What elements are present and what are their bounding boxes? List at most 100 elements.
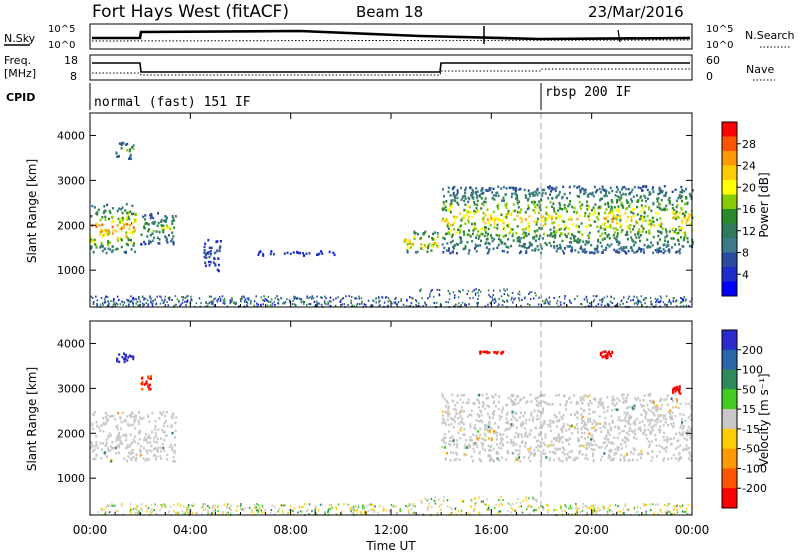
power-cell <box>561 208 564 211</box>
power-cell <box>612 234 615 237</box>
power-cell <box>621 248 624 251</box>
velocity-cell <box>500 436 503 440</box>
power-cell <box>681 245 684 248</box>
power-cell <box>429 293 431 296</box>
power-cell <box>636 221 639 225</box>
power-cell <box>464 304 466 306</box>
y-tick-label: 1000 <box>57 472 85 485</box>
power-cell <box>155 230 158 233</box>
velocity-cell <box>501 442 504 446</box>
velocity-cell <box>628 414 631 417</box>
power-cell <box>618 196 621 199</box>
power-cell <box>606 243 609 247</box>
y-tick-label: 3000 <box>57 174 85 187</box>
power-cell <box>169 227 172 230</box>
velocity-cell <box>500 415 503 419</box>
power-cell <box>212 302 214 305</box>
velocity-cell <box>136 512 138 514</box>
velocity-cell <box>507 510 509 512</box>
power-cell <box>412 297 414 300</box>
power-cell <box>425 304 428 307</box>
velocity-cell <box>616 446 619 449</box>
noise-right-tick-bottom: 10^0 <box>706 40 733 51</box>
velocity-cell <box>573 394 576 397</box>
velocity-cell <box>571 450 574 453</box>
power-cell <box>144 214 147 217</box>
power-cell <box>667 198 670 202</box>
freq-left-tick-top: 18 <box>64 54 78 67</box>
power-cell <box>178 301 180 303</box>
velocity-cell <box>147 375 149 378</box>
velocity-cell <box>216 506 219 509</box>
velocity-cell <box>351 512 353 515</box>
power-cell <box>186 300 188 303</box>
power-cell <box>675 299 678 302</box>
power-cell <box>566 196 569 200</box>
velocity-cell <box>611 458 614 462</box>
velocity-cell <box>145 505 147 507</box>
power-cell <box>108 230 111 233</box>
power-cell <box>623 296 625 299</box>
velocity-cell <box>541 411 544 415</box>
velocity-cell <box>590 427 593 430</box>
velocity-cell <box>269 511 272 514</box>
power-cell <box>463 247 465 251</box>
power-cell <box>476 190 479 193</box>
power-cell <box>575 224 578 228</box>
velocity-cell <box>634 433 636 436</box>
power-cell <box>684 299 687 302</box>
power-cell <box>538 234 541 238</box>
power-cell <box>506 251 509 254</box>
velocity-cell <box>261 504 264 507</box>
power-cell <box>553 232 556 236</box>
power-cell <box>99 228 102 231</box>
velocity-cell <box>330 504 332 507</box>
velocity-cell <box>139 429 142 433</box>
velocity-cell <box>580 435 583 439</box>
power-cell <box>643 298 646 301</box>
velocity-cell <box>485 397 488 400</box>
power-cell <box>608 304 610 307</box>
power-cell <box>534 249 537 252</box>
velocity-cell <box>662 459 665 462</box>
velocity-cell <box>626 406 628 410</box>
power-cell <box>118 299 120 301</box>
power-cell <box>129 210 132 213</box>
velocity-cell <box>115 452 118 455</box>
power-cell <box>141 302 144 305</box>
power-cell <box>312 296 315 299</box>
power-cell <box>91 204 94 208</box>
velocity-cell <box>544 443 547 447</box>
power-cell <box>674 216 677 220</box>
power-cell <box>164 295 166 298</box>
velocity-cell <box>126 446 129 449</box>
power-cell <box>615 238 618 241</box>
velocity-cell <box>585 427 588 430</box>
power-cell <box>327 302 330 305</box>
velocity-cell <box>465 401 468 405</box>
velocity-cell <box>565 505 567 508</box>
power-cell <box>131 230 134 233</box>
power-cell <box>119 218 122 221</box>
power-cell <box>497 207 499 210</box>
velocity-cell <box>600 351 603 354</box>
power-cell <box>260 296 262 299</box>
velocity-cell <box>251 509 253 512</box>
velocity-cell <box>674 512 676 515</box>
power-cell <box>162 224 165 227</box>
velocity-cell <box>116 359 118 363</box>
power-cell <box>224 302 226 305</box>
power-cell <box>120 238 123 242</box>
power-cell <box>617 243 620 246</box>
power-cell <box>446 225 449 228</box>
velocity-cell <box>678 452 681 455</box>
velocity-cell <box>670 457 673 460</box>
velocity-cell <box>170 424 173 427</box>
power-cell <box>684 231 686 234</box>
velocity-cell <box>612 442 615 445</box>
power-cell <box>111 225 114 229</box>
velocity-cell <box>472 447 475 451</box>
velocity-cell <box>127 455 130 458</box>
power-cell <box>457 228 460 232</box>
velocity-cell <box>229 512 232 515</box>
